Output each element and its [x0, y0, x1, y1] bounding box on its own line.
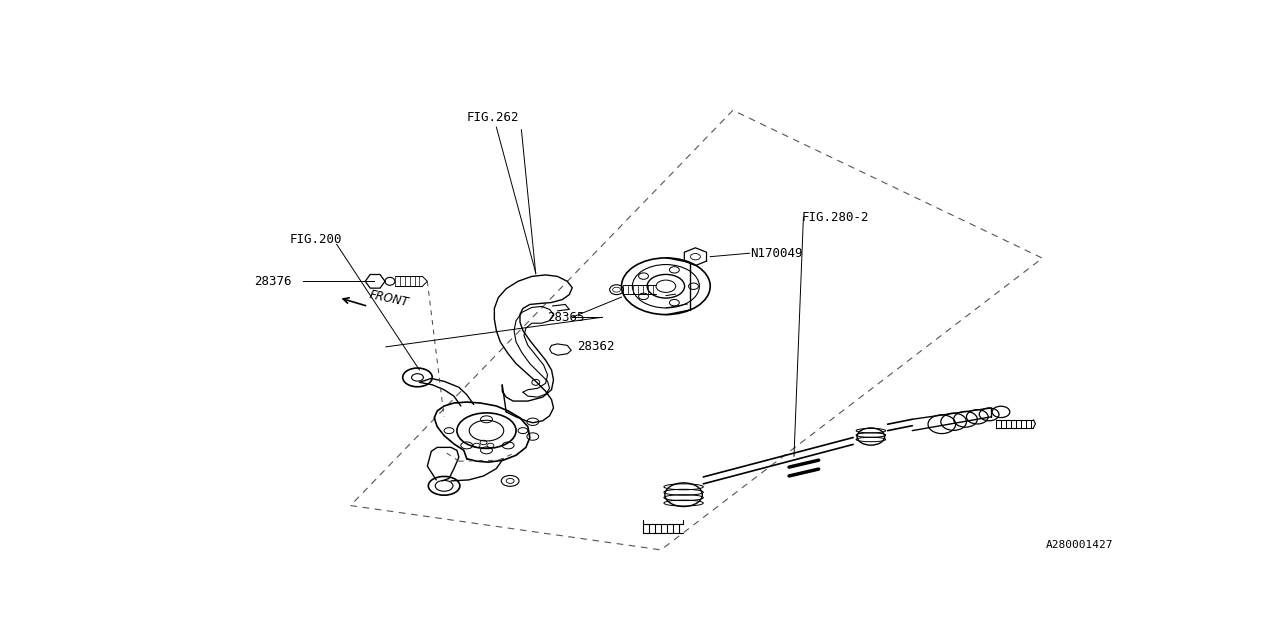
Text: FIG.262: FIG.262 — [467, 111, 520, 124]
Text: 28365: 28365 — [548, 311, 585, 324]
Text: 28376: 28376 — [253, 275, 292, 288]
Text: 28362: 28362 — [577, 340, 614, 353]
Text: N170049: N170049 — [750, 247, 803, 260]
Text: FIG.200: FIG.200 — [289, 233, 342, 246]
Text: A280001427: A280001427 — [1046, 540, 1112, 550]
Text: FRONT: FRONT — [369, 288, 410, 309]
Text: FIG.280-2: FIG.280-2 — [801, 211, 869, 224]
